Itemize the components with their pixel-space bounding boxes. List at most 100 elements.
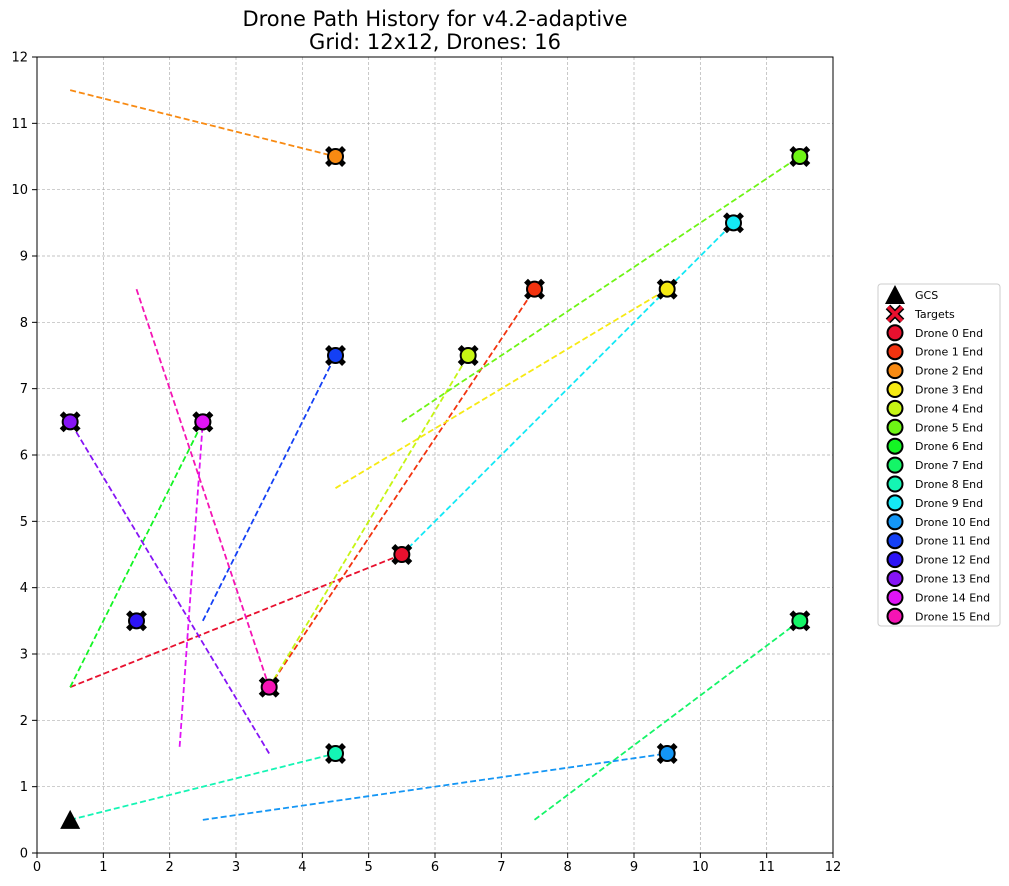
drone-6-path (69, 421, 204, 688)
legend-drone-2-label: Drone 2 End (915, 365, 983, 378)
drone-4-end-marker (459, 347, 477, 364)
legend-drone-0-label: Drone 0 End (915, 327, 983, 340)
x-tick-label: 12 (825, 860, 842, 875)
y-tick-label: 2 (20, 714, 28, 729)
legend-drone-0-marker (886, 324, 904, 342)
legend-drone-14-marker (886, 588, 904, 606)
y-tick-label: 12 (11, 51, 28, 66)
legend-drone-6-marker (886, 437, 904, 455)
drone-11-path (202, 355, 337, 622)
x-tick-label: 11 (758, 860, 775, 875)
drone-14-end-marker (194, 413, 212, 431)
x-tick-label: 5 (365, 860, 373, 875)
x-tick-label: 0 (33, 860, 41, 875)
y-tick-label: 6 (20, 449, 28, 464)
drone-end-markers (59, 146, 811, 764)
x-tick-label: 9 (630, 860, 638, 875)
drone-11-end-marker (327, 347, 344, 364)
legend-drone-8-marker (886, 475, 904, 493)
drone-13-path (69, 421, 270, 754)
legend-drone-13-label: Drone 13 End (915, 573, 990, 586)
drone-2-end-marker (327, 148, 344, 165)
legend: GCS Targets Drone 0 End Drone 1 End Drone 2 … (877, 283, 1001, 627)
chart-subtitle: Grid: 12x12, Drones: 16 (309, 30, 561, 54)
legend-drone-15-marker (886, 607, 904, 625)
y-tick-label: 8 (20, 316, 28, 331)
drone-5-end-marker (791, 148, 809, 165)
drone-8-path (69, 752, 336, 821)
drone-8-end-marker (327, 745, 344, 762)
grid-lines (36, 56, 834, 854)
y-tick-label: 5 (20, 515, 28, 530)
legend-drone-8-label: Drone 8 End (915, 478, 983, 491)
legend-drone-10-marker (886, 513, 904, 531)
legend-gcs-label: GCS (915, 289, 938, 302)
legend-drone-12-label: Drone 12 End (915, 554, 990, 567)
legend-drone-7-label: Drone 7 End (915, 459, 983, 472)
y-tick-label: 9 (20, 250, 28, 265)
y-tick-label: 0 (20, 847, 28, 862)
drone-3-path (335, 288, 668, 489)
legend-gcs-marker (885, 285, 905, 304)
x-tick-label: 10 (692, 860, 709, 875)
y-tick-label: 11 (11, 117, 28, 132)
drone-0-path (69, 553, 403, 689)
y-tick-label: 1 (20, 780, 28, 795)
legend-target-marker (886, 305, 904, 323)
legend-drone-15-label: Drone 15 End (915, 610, 990, 623)
drone-4-path (268, 355, 469, 688)
x-tick-label: 1 (99, 860, 107, 875)
legend-targets-label: Targets (914, 308, 955, 321)
legend-drone-6-label: Drone 6 End (915, 440, 983, 453)
legend-drone-3-marker (886, 381, 904, 398)
legend-drone-2-marker (886, 362, 904, 380)
x-tick-label: 7 (497, 860, 505, 875)
legend-drone-5-marker (886, 418, 904, 436)
legend-drone-5-label: Drone 5 End (915, 421, 983, 434)
legend-drone-9-marker (886, 494, 904, 512)
drone-15-path (135, 288, 271, 688)
legend-drone-7-marker (886, 456, 904, 474)
x-tick-label: 8 (564, 860, 572, 875)
drone-10-end-marker (658, 745, 676, 762)
drone-12-end-marker (128, 612, 145, 630)
legend-drone-11-label: Drone 11 End (915, 535, 990, 548)
drone-15-end-marker (260, 678, 278, 696)
drone-1-path (268, 288, 536, 688)
chart-title: Drone Path History for v4.2-adaptive (242, 7, 627, 31)
drone-13-end-marker (61, 413, 79, 431)
legend-drone-14-label: Drone 14 End (915, 591, 990, 604)
drone-1-end-marker (526, 280, 543, 298)
drone-2-path (69, 89, 336, 158)
y-tick-label: 4 (20, 581, 28, 596)
legend-drone-1-label: Drone 1 End (915, 346, 983, 359)
legend-drone-1-marker (886, 343, 904, 361)
legend-frame (877, 283, 1001, 627)
x-tick-label: 4 (298, 860, 306, 875)
legend-drone-11-marker (886, 532, 904, 550)
x-tick-label: 3 (232, 860, 240, 875)
legend-drone-3-label: Drone 3 End (915, 384, 983, 397)
drone-5-path (401, 155, 801, 423)
drone-3-end-marker (658, 280, 676, 298)
legend-drone-12-marker (886, 551, 904, 569)
legend-drone-4-label: Drone 4 End (915, 402, 983, 415)
drone-7-end-marker (791, 612, 809, 630)
gcs-marker (60, 809, 81, 829)
drone-paths (69, 89, 801, 821)
gcs-marker-group (60, 809, 81, 829)
legend-drone-4-marker (886, 399, 904, 417)
legend-drone-10-label: Drone 10 End (915, 516, 990, 529)
drone-14-path (178, 421, 204, 747)
drone-9-end-marker (725, 214, 742, 232)
y-tick-label: 7 (20, 382, 28, 397)
y-tick-label: 10 (11, 183, 28, 198)
drone-7-path (533, 620, 801, 821)
x-tick-label: 2 (166, 860, 174, 875)
drone-0-end-marker (393, 546, 411, 563)
y-tick-label: 3 (20, 648, 28, 663)
drone-9-path (401, 222, 735, 556)
x-tick-label: 6 (431, 860, 439, 875)
